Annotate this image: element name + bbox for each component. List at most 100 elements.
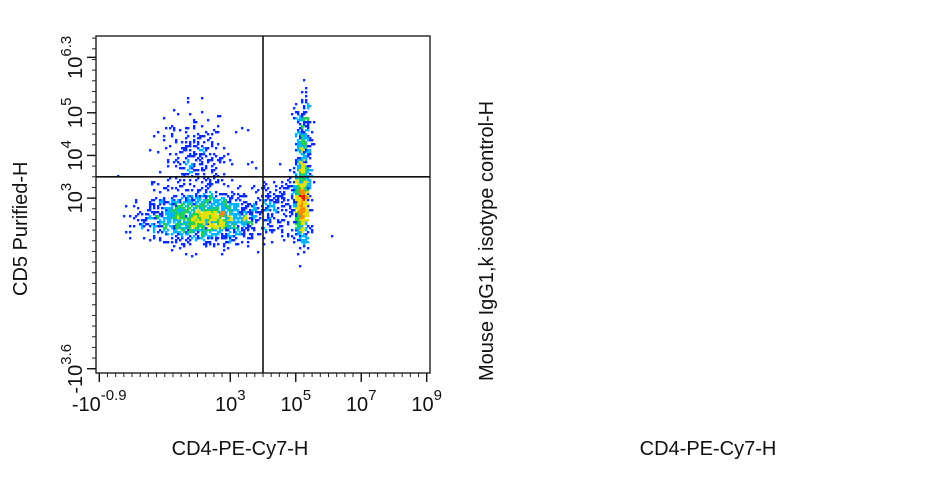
data-point: [221, 203, 224, 206]
data-point: [167, 201, 170, 204]
data-point: [295, 213, 298, 216]
data-point: [301, 213, 304, 216]
data-point: [305, 165, 308, 168]
data-point: [285, 203, 288, 206]
data-point: [257, 219, 260, 222]
data-point: [179, 209, 182, 212]
y-tick-label: 104: [58, 140, 87, 171]
data-point: [295, 199, 298, 202]
data-point: [297, 199, 300, 202]
data-point: [215, 191, 218, 194]
data-point: [191, 195, 194, 198]
data-point: [185, 147, 188, 150]
data-point: [243, 209, 246, 212]
data-point: [179, 205, 182, 208]
data-point: [231, 211, 234, 214]
data-point: [233, 239, 236, 242]
data-point: [299, 237, 302, 240]
data-point: [271, 205, 274, 208]
data-point: [193, 153, 196, 156]
data-point: [305, 111, 308, 114]
data-point: [195, 239, 198, 242]
data-point: [153, 235, 156, 238]
data-point: [307, 105, 310, 108]
data-point: [305, 237, 308, 240]
data-point: [185, 223, 188, 226]
data-point: [291, 209, 294, 212]
data-point: [219, 225, 222, 228]
data-point: [189, 179, 192, 182]
data-point: [305, 135, 308, 138]
data-point: [185, 217, 188, 220]
data-point: [293, 181, 296, 184]
data-point: [201, 167, 204, 170]
data-point: [247, 221, 250, 224]
data-point: [301, 117, 304, 120]
data-point: [197, 211, 200, 214]
data-point: [137, 219, 140, 222]
data-point: [199, 203, 202, 206]
data-point: [193, 229, 196, 232]
data-point: [163, 227, 166, 230]
data-point: [197, 223, 200, 226]
data-point: [301, 207, 304, 210]
data-point: [297, 191, 300, 194]
data-point: [259, 213, 262, 216]
data-point: [161, 207, 164, 210]
data-point: [305, 125, 308, 128]
data-point: [159, 229, 162, 232]
data-point: [135, 199, 138, 202]
data-point: [191, 225, 194, 228]
data-point: [205, 221, 208, 224]
data-point: [191, 171, 194, 174]
data-point: [211, 205, 214, 208]
data-point: [189, 149, 192, 152]
data-point: [295, 149, 298, 152]
data-point: [175, 203, 178, 206]
data-point: [205, 229, 208, 232]
data-point: [203, 209, 206, 212]
data-point: [307, 215, 310, 218]
data-point: [153, 211, 156, 214]
data-point: [235, 205, 238, 208]
data-point: [305, 233, 308, 236]
data-point: [167, 219, 170, 222]
plot-panel-left: -10-0.9 103 105 107 109 -103.6 103 104 105 106.3 …: [10, 35, 442, 460]
data-point: [209, 229, 212, 232]
data-point: [305, 173, 308, 176]
data-point: [217, 131, 220, 134]
data-point: [219, 229, 222, 232]
data-point: [201, 181, 204, 184]
data-point: [239, 185, 242, 188]
data-point: [205, 227, 208, 230]
data-point: [183, 221, 186, 224]
data-point: [173, 227, 176, 230]
data-point: [277, 195, 280, 198]
data-point: [267, 223, 270, 226]
data-point: [189, 203, 192, 206]
data-point: [125, 231, 128, 234]
data-point: [221, 233, 224, 236]
data-point: [207, 225, 210, 228]
data-point: [301, 201, 304, 204]
data-point: [295, 195, 298, 198]
data-point: [303, 123, 306, 126]
data-point: [269, 219, 272, 222]
data-point: [171, 201, 174, 204]
data-point: [273, 217, 276, 220]
data-point: [239, 211, 242, 214]
data-point: [303, 111, 306, 114]
data-point: [271, 231, 274, 234]
data-point: [259, 233, 262, 236]
data-point: [141, 227, 144, 230]
data-point: [151, 217, 154, 220]
data-point: [213, 163, 216, 166]
data-point: [299, 173, 302, 176]
data-point: [193, 203, 196, 206]
data-point: [215, 229, 218, 232]
data-point: [215, 131, 218, 134]
data-point: [305, 185, 308, 188]
data-point: [297, 229, 300, 232]
data-point: [295, 233, 298, 236]
data-point: [205, 189, 208, 192]
